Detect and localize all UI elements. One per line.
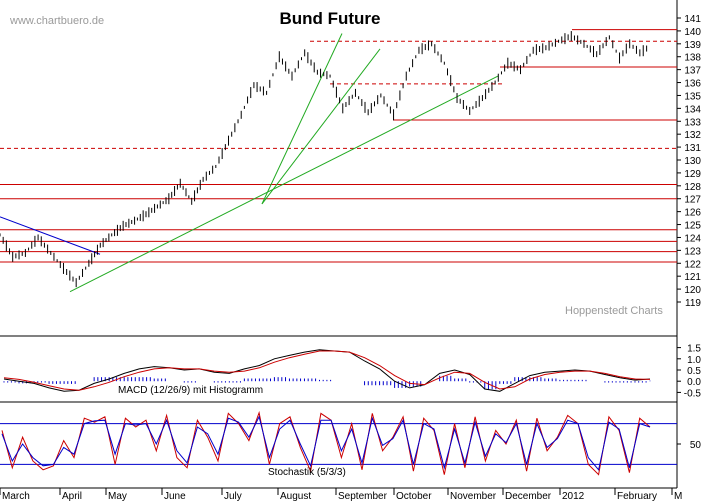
- price-tick-label: 141: [684, 14, 701, 25]
- price-tick-label: 126: [684, 208, 701, 219]
- trendlines: [0, 33, 499, 293]
- price-tick-label: 133: [684, 117, 701, 128]
- month-label: September: [338, 491, 388, 502]
- month-label: 2012: [562, 491, 585, 502]
- price-tick-label: 123: [684, 246, 701, 257]
- month-label: M: [674, 491, 682, 502]
- price-tick-label: 124: [684, 233, 701, 244]
- price-tick-label: 138: [684, 53, 701, 64]
- price-tick-label: 121: [684, 272, 701, 283]
- price-tick-label: 122: [684, 259, 701, 270]
- price-tick-label: 130: [684, 156, 701, 167]
- price-tick-label: 140: [684, 27, 701, 38]
- price-tick-label: 127: [684, 195, 701, 206]
- month-label: December: [505, 491, 552, 502]
- month-label: March: [2, 491, 30, 502]
- stochastic-d-line: [1, 415, 651, 471]
- macd-line: [3, 349, 651, 392]
- panel-borders: [0, 0, 678, 489]
- price-tick-label: 129: [684, 169, 701, 180]
- price-tick-label: 139: [684, 40, 701, 51]
- month-label: April: [62, 491, 82, 502]
- price-tick-label: 128: [684, 182, 701, 193]
- green-steep-trendline-2: [261, 48, 381, 205]
- blue-downtrend-line: [0, 216, 101, 255]
- price-tick-label: 132: [684, 130, 701, 141]
- month-label: October: [396, 491, 432, 502]
- macd-tick-label: 0.5: [687, 366, 701, 377]
- price-series: [0, 31, 648, 288]
- x-axis: March April May June July August September Octo…: [2, 491, 682, 502]
- price-tick-label: 135: [684, 91, 701, 102]
- price-tick-label: 134: [684, 104, 701, 115]
- price-tick-label: 131: [684, 143, 701, 154]
- stochastic-tick-label: 50: [690, 440, 702, 451]
- price-tick-label: 136: [684, 79, 701, 90]
- price-tick-label: 120: [684, 285, 701, 296]
- month-label: July: [224, 491, 242, 502]
- green-long-trendline: [69, 75, 499, 293]
- month-label: May: [108, 491, 127, 502]
- price-tick-label: 125: [684, 221, 701, 232]
- macd-label: MACD (12/26/9) mit Histogramm: [118, 385, 263, 396]
- macd-tick-label: 1.5: [687, 344, 701, 355]
- price-tick-label: 119: [685, 298, 701, 309]
- month-gridlines: [0, 488, 673, 495]
- macd-signal-line: [3, 350, 651, 391]
- month-label: June: [164, 491, 186, 502]
- watermark: www.chartbuero.de: [9, 15, 104, 27]
- month-label: February: [617, 491, 657, 502]
- chart-title: Bund Future: [279, 9, 380, 28]
- price-tick-label: 137: [684, 66, 701, 77]
- macd-panel: 1.51.00.50.0-0.5: [3, 344, 702, 399]
- green-steep-trendline-1: [261, 33, 343, 205]
- month-label: August: [280, 491, 311, 502]
- credit-label: Hoppenstedt Charts: [565, 305, 663, 317]
- stochastic-panel: 50: [0, 410, 702, 476]
- horizontal-levels: [0, 29, 677, 263]
- macd-tick-label: 1.0: [687, 355, 701, 366]
- stochastic-label: Stochastik (5/3/3): [268, 467, 346, 478]
- macd-tick-label: 0.0: [687, 377, 701, 388]
- stochastic-k-line: [1, 410, 651, 476]
- month-label: November: [450, 491, 497, 502]
- macd-tick-label: -0.5: [684, 388, 702, 399]
